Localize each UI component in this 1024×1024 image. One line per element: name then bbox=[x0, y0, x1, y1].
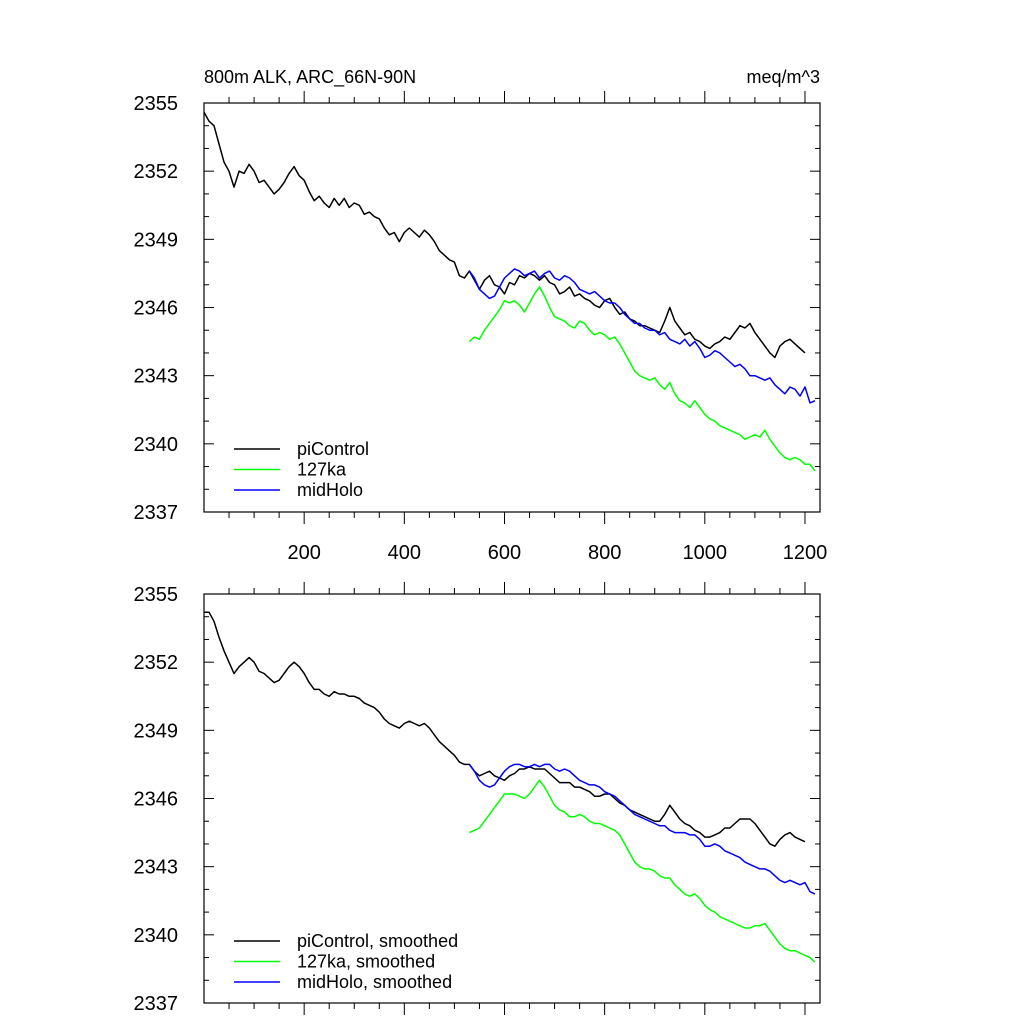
y-tick-label: 2349 bbox=[134, 720, 179, 742]
panel-bottom: 2337 2340 2343 2346 2349 2352 2355 piControl, s… bbox=[134, 582, 821, 1015]
chart-title: 800m ALK, ARC_66N-90N bbox=[204, 67, 416, 88]
y-tick-label: 2355 bbox=[134, 93, 179, 115]
legend-label: piControl bbox=[297, 439, 369, 459]
series-line-picontrol bbox=[203, 111, 806, 359]
y-tick-label: 2355 bbox=[134, 584, 179, 606]
y-tick-label: 2352 bbox=[134, 652, 179, 674]
series-line-127ka-smoothed bbox=[469, 779, 816, 963]
y-tick-label: 2337 bbox=[134, 502, 179, 524]
legend-label: 127ka, smoothed bbox=[297, 952, 435, 972]
legend-label: piControl, smoothed bbox=[297, 931, 458, 951]
series-line-midholo bbox=[468, 268, 816, 404]
x-tick-label: 400 bbox=[388, 542, 421, 564]
y-tick-label: 2343 bbox=[134, 366, 179, 388]
x-tick-label: 1200 bbox=[783, 542, 828, 564]
x-tick-label: 600 bbox=[488, 542, 521, 564]
x-tick-label: 1000 bbox=[683, 542, 728, 564]
x-tick-label: 200 bbox=[287, 542, 320, 564]
x-tick-label: 800 bbox=[588, 542, 621, 564]
y-tick-label: 2349 bbox=[134, 229, 179, 251]
legend-label: midHolo bbox=[297, 480, 363, 500]
y-tick-label: 2340 bbox=[134, 925, 179, 947]
series-line-midholo-smoothed bbox=[468, 763, 816, 895]
y-tick-label: 2343 bbox=[134, 857, 179, 879]
y-tick-label: 2346 bbox=[134, 298, 179, 320]
y-tick-label: 2337 bbox=[134, 993, 179, 1015]
legend-label: 127ka bbox=[297, 460, 347, 480]
y-tick-label: 2346 bbox=[134, 789, 179, 811]
legend-label: midHolo, smoothed bbox=[297, 972, 452, 992]
panel-top: 2337 2340 2343 2346 2349 2352 2355 200 400 600 800… bbox=[134, 67, 828, 564]
series-line-picontrol-smoothed bbox=[204, 611, 806, 847]
units-label: meq/m^3 bbox=[747, 67, 820, 87]
y-tick-label: 2340 bbox=[134, 434, 179, 456]
series-line-127ka bbox=[468, 286, 816, 472]
y-tick-label: 2352 bbox=[134, 161, 179, 183]
